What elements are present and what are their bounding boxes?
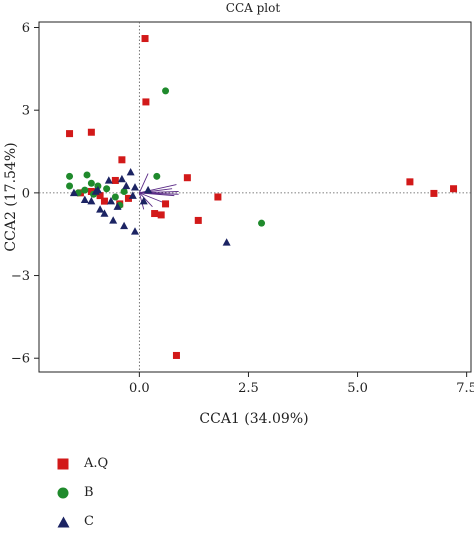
data-point-c bbox=[104, 176, 113, 184]
data-point-c bbox=[139, 196, 148, 205]
x-axis-ticks: 0.0 2.5 5.0 7.5 bbox=[129, 372, 474, 396]
y-tick-label: 6 bbox=[22, 21, 30, 36]
x-axis-label: CCA1 (34.09%) bbox=[199, 411, 308, 427]
y-axis-ticks: 6 3 0 −3 −6 bbox=[11, 21, 39, 367]
chart-title: CCA plot bbox=[226, 1, 281, 15]
data-point-b bbox=[66, 182, 74, 190]
triangle-marker-icon bbox=[56, 516, 70, 528]
data-point-b bbox=[258, 219, 266, 227]
data-point-aq bbox=[96, 192, 104, 200]
data-point-aq bbox=[87, 187, 95, 195]
reference-lines bbox=[39, 22, 471, 372]
data-point-c bbox=[128, 191, 137, 199]
data-point-b bbox=[111, 193, 119, 201]
data-point-aq bbox=[100, 197, 108, 205]
data-point-aq bbox=[124, 194, 132, 202]
data-point-c bbox=[96, 205, 105, 213]
legend-label: B bbox=[84, 485, 94, 500]
data-point-aq bbox=[141, 35, 149, 43]
data-point-aq bbox=[157, 211, 165, 219]
data-point-c bbox=[109, 216, 118, 224]
data-point-c bbox=[131, 183, 139, 191]
legend-item-aq: A.Q bbox=[56, 449, 196, 478]
data-point-b bbox=[81, 186, 89, 194]
data-point-c bbox=[117, 174, 126, 183]
data-point-b bbox=[83, 171, 91, 179]
data-point-c bbox=[122, 181, 131, 190]
legend: A.Q B C bbox=[56, 449, 196, 536]
data-point-c bbox=[100, 209, 109, 217]
data-point-b bbox=[153, 172, 161, 180]
square-marker-icon bbox=[56, 458, 70, 470]
data-point-b bbox=[162, 87, 170, 95]
data-point-c bbox=[222, 238, 231, 246]
data-point-c bbox=[87, 196, 96, 205]
y-tick-label: −3 bbox=[11, 269, 30, 284]
legend-label: C bbox=[84, 514, 94, 529]
vector-arrow bbox=[138, 173, 149, 194]
data-point-aq bbox=[214, 193, 222, 201]
data-point-c bbox=[107, 196, 115, 205]
data-point-c bbox=[131, 227, 139, 235]
y-axis-label: CCA2 (17.54%) bbox=[3, 142, 19, 251]
data-point-b bbox=[103, 185, 111, 193]
data-point-c bbox=[93, 185, 102, 194]
data-point-b bbox=[87, 179, 95, 187]
y-tick-label: 3 bbox=[22, 104, 30, 119]
circle-marker-icon bbox=[56, 487, 70, 499]
data-point-aq bbox=[162, 200, 170, 208]
data-point-aq bbox=[172, 351, 180, 359]
data-point-aq bbox=[151, 210, 159, 218]
data-point-aq bbox=[450, 185, 458, 193]
legend-item-b: B bbox=[56, 478, 196, 507]
data-point-aq bbox=[406, 178, 414, 186]
data-point-aq bbox=[430, 189, 438, 197]
cca-plot: CCA plot 0.0 2.5 5.0 7.5 6 3 0 −3 −6 CCA1 (34.0… bbox=[3, 1, 474, 427]
data-point-b bbox=[66, 172, 74, 180]
data-point-aq bbox=[118, 156, 126, 164]
x-tick-label: 2.5 bbox=[238, 381, 259, 396]
legend-item-c: C bbox=[56, 507, 196, 536]
x-tick-label: 7.5 bbox=[456, 381, 474, 396]
x-tick-label: 5.0 bbox=[347, 381, 368, 396]
data-point-b bbox=[120, 187, 128, 195]
data-points bbox=[66, 35, 458, 359]
data-point-aq bbox=[111, 176, 119, 184]
data-point-aq bbox=[194, 216, 202, 224]
data-point-c bbox=[126, 167, 135, 176]
vector-arrow bbox=[139, 192, 164, 203]
plot-frame bbox=[38, 21, 472, 373]
data-point-c bbox=[113, 202, 122, 210]
y-tick-label: 0 bbox=[22, 186, 30, 201]
legend-label: A.Q bbox=[84, 456, 109, 471]
data-point-c bbox=[144, 185, 153, 194]
data-point-c bbox=[80, 195, 89, 203]
vector-arrow bbox=[139, 192, 153, 207]
y-tick-label: −6 bbox=[11, 352, 30, 367]
data-point-aq bbox=[183, 174, 191, 182]
data-point-c bbox=[120, 221, 129, 230]
data-point-aq bbox=[142, 98, 150, 106]
data-point-c bbox=[69, 188, 78, 197]
data-point-aq bbox=[66, 130, 74, 138]
data-point-aq bbox=[87, 128, 95, 136]
x-tick-label: 0.0 bbox=[129, 381, 150, 396]
